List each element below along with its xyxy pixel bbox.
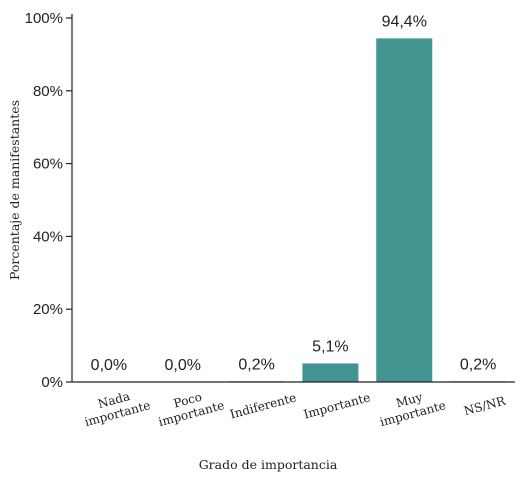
y-tick-label: 80% [33, 83, 63, 100]
x-tick-label: Indiferente [228, 390, 297, 421]
data-label: 5,1% [312, 338, 348, 355]
x-tick-label: NS/NR [462, 393, 507, 418]
x-axis-title: Grado de importancia [199, 457, 338, 472]
x-tick-label: Importante [302, 390, 372, 421]
x-category-label: Importante [302, 390, 372, 421]
y-tick-label: 0% [41, 374, 63, 391]
data-label: 0,2% [460, 356, 496, 373]
data-labels-group: 0,0% 0,0% 0,2% 5,1% 94,4% 0,2% [91, 13, 497, 374]
x-category-label: NS/NR [462, 393, 507, 418]
y-ticks-group: 0% 20% 40% 60% 80% 100% [25, 10, 72, 391]
y-tick-label: 100% [25, 10, 63, 27]
data-label: 0,2% [238, 356, 274, 373]
y-tick-label: 20% [33, 301, 63, 318]
data-label: 0,0% [91, 357, 127, 374]
x-tick-label: Muy [394, 390, 424, 411]
y-tick-label: 60% [33, 156, 63, 173]
bars-group [228, 38, 507, 382]
y-tick-label: 40% [33, 228, 63, 245]
x-category-label: Indiferente [228, 390, 297, 421]
y-axis-title: Porcentaje de manifestantes [7, 100, 22, 280]
data-label: 0,0% [165, 357, 201, 374]
bar [376, 38, 433, 382]
bar [302, 363, 359, 382]
data-label: 94,4% [382, 13, 427, 30]
